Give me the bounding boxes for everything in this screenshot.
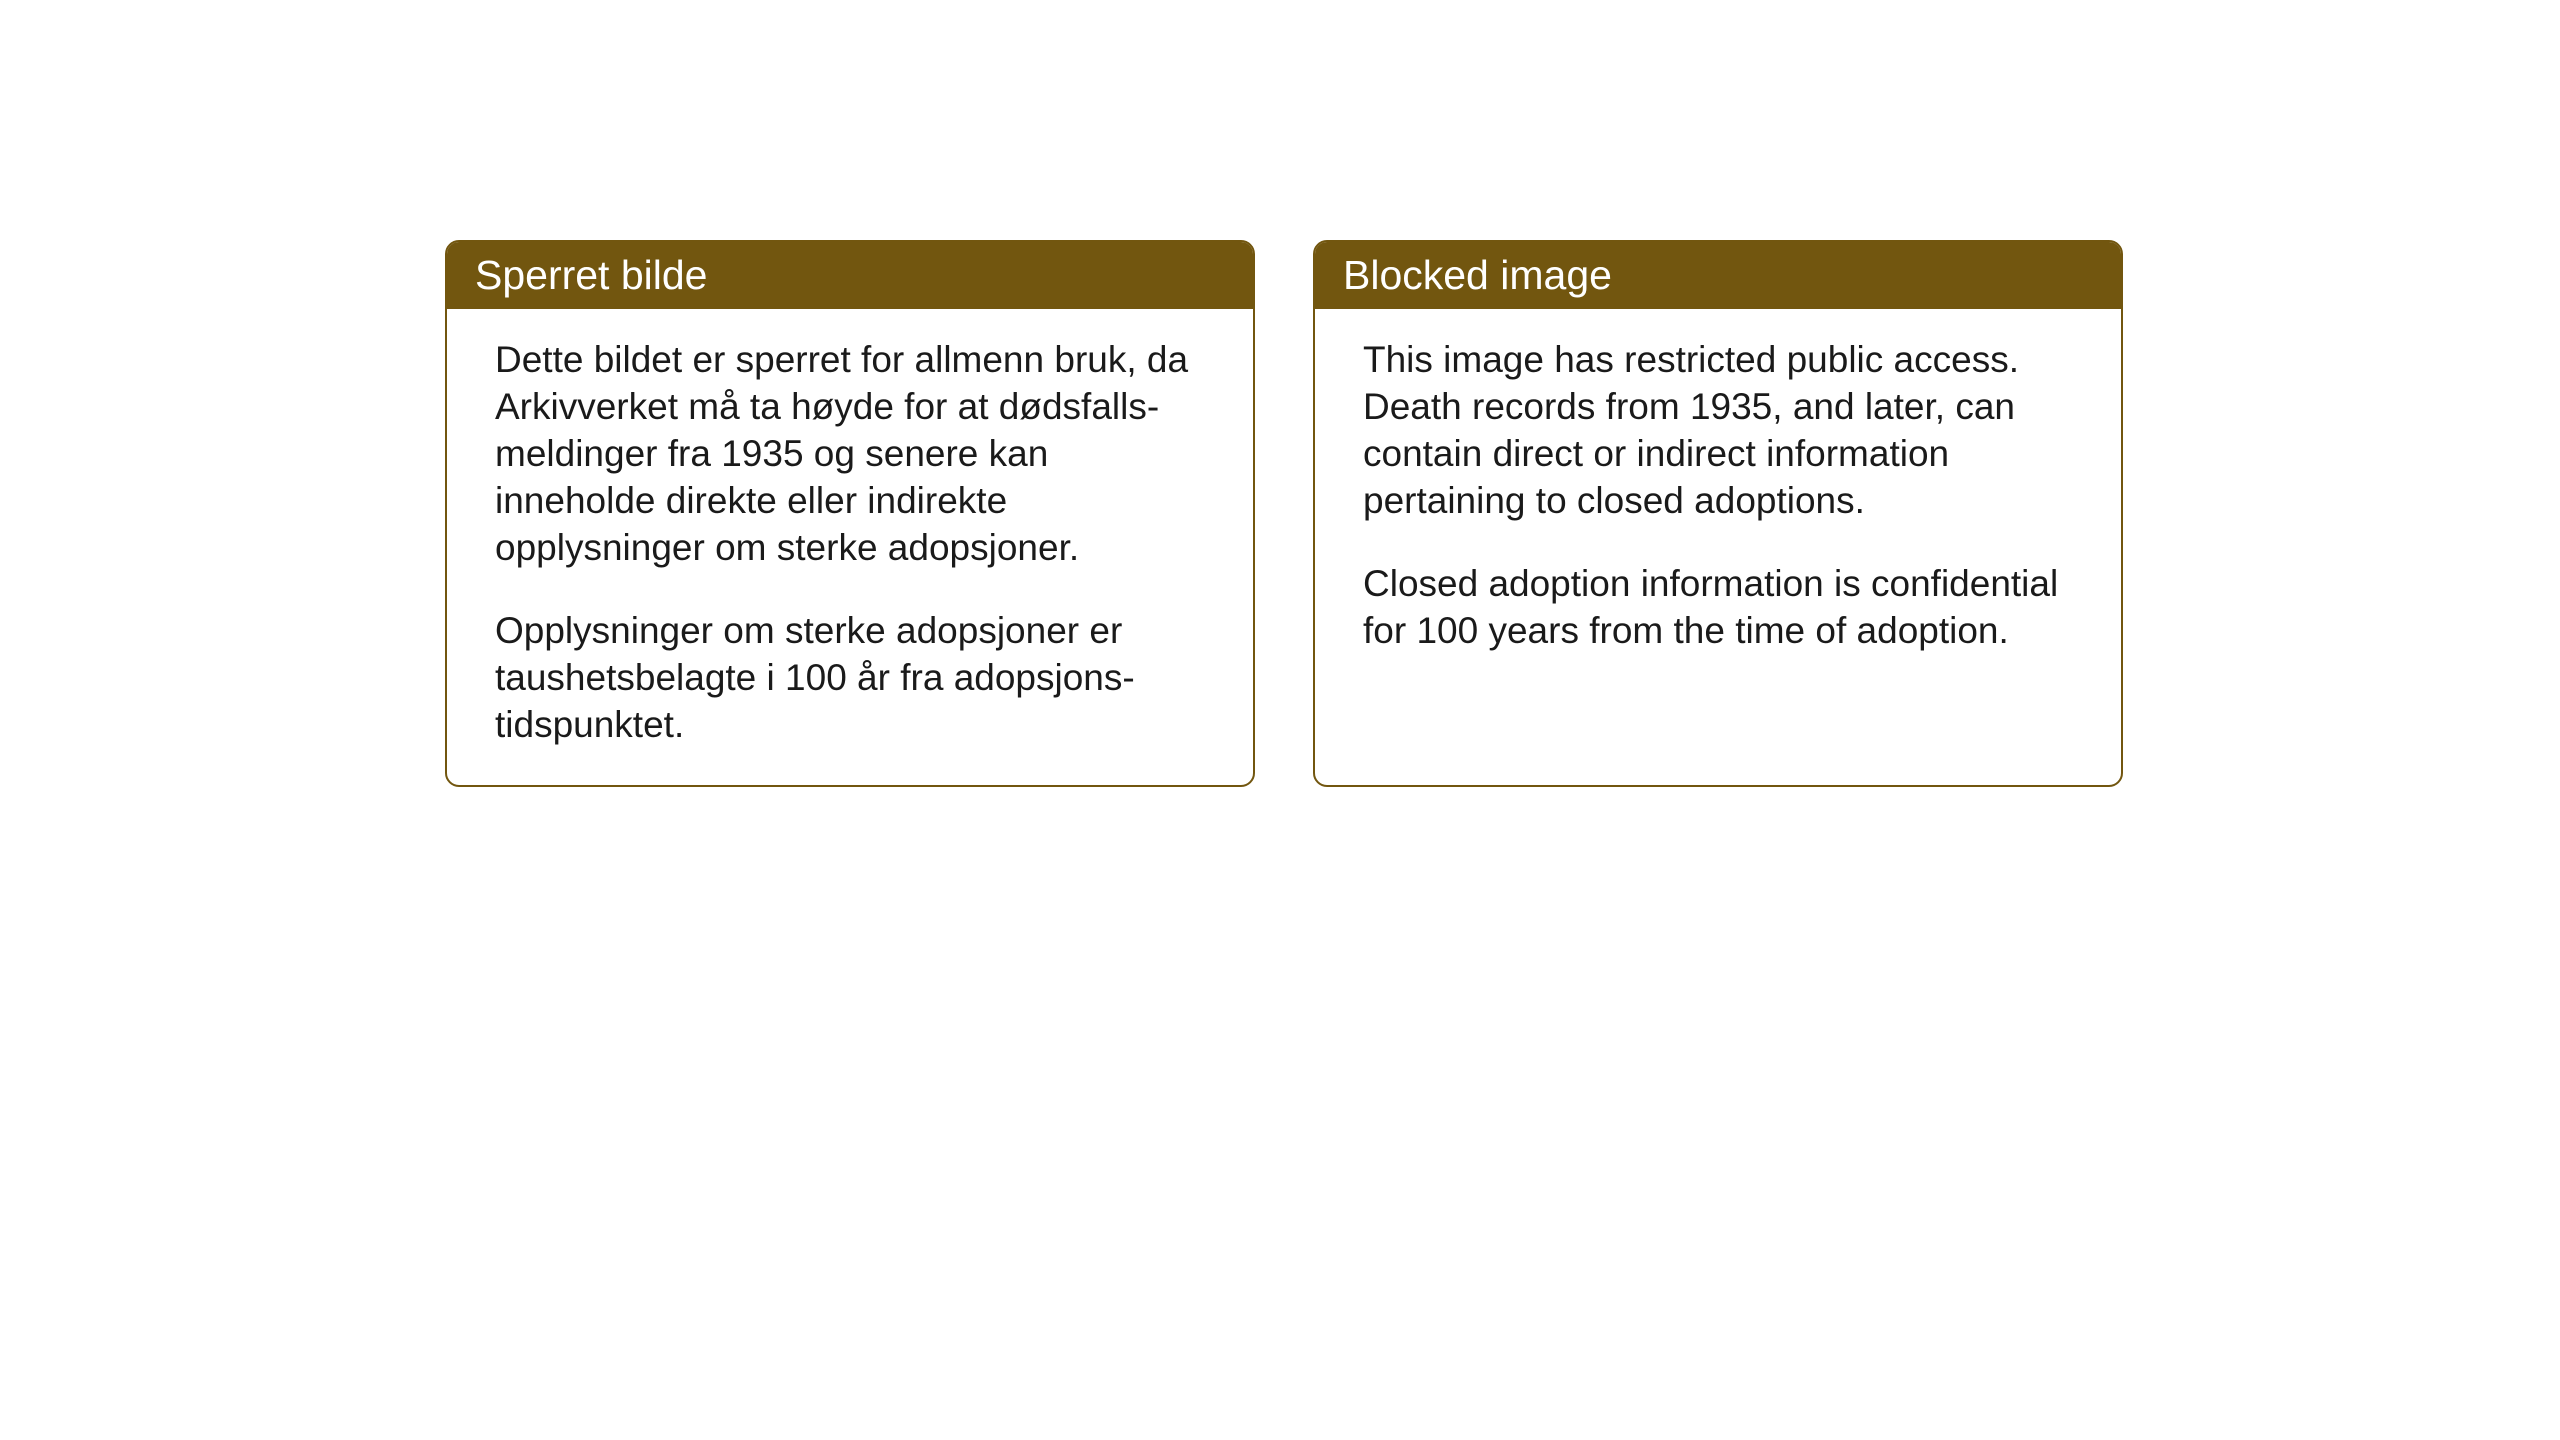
card-title-norwegian: Sperret bilde bbox=[475, 252, 707, 298]
card-paragraph-2-norwegian: Opplysninger om sterke adopsjoner er tau… bbox=[495, 608, 1205, 749]
card-title-english: Blocked image bbox=[1343, 252, 1612, 298]
card-header-norwegian: Sperret bilde bbox=[447, 242, 1253, 309]
card-paragraph-1-norwegian: Dette bildet er sperret for allmenn bruk… bbox=[495, 337, 1205, 572]
card-english: Blocked image This image has restricted … bbox=[1313, 240, 2123, 787]
card-paragraph-1-english: This image has restricted public access.… bbox=[1363, 337, 2073, 525]
cards-container: Sperret bilde Dette bildet er sperret fo… bbox=[445, 240, 2123, 787]
card-paragraph-2-english: Closed adoption information is confident… bbox=[1363, 561, 2073, 655]
card-header-english: Blocked image bbox=[1315, 242, 2121, 309]
card-norwegian: Sperret bilde Dette bildet er sperret fo… bbox=[445, 240, 1255, 787]
card-body-norwegian: Dette bildet er sperret for allmenn bruk… bbox=[447, 309, 1253, 785]
card-body-english: This image has restricted public access.… bbox=[1315, 309, 2121, 749]
